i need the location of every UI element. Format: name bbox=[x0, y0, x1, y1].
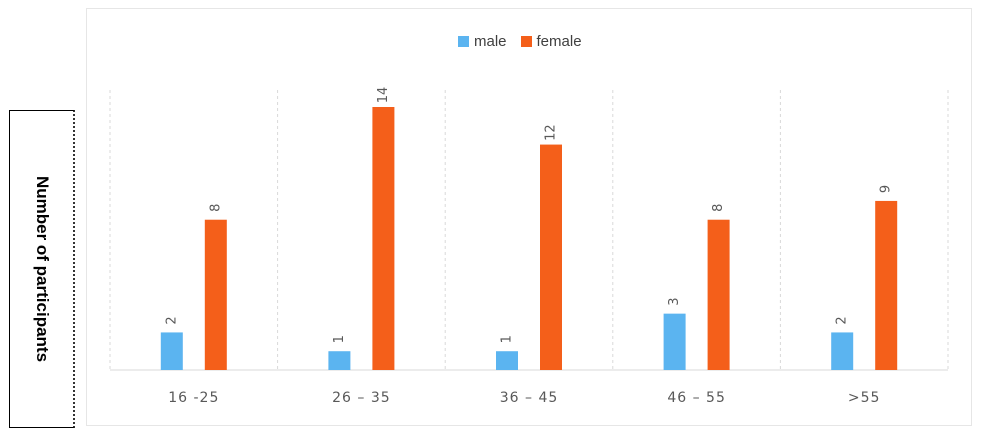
legend-swatch-female bbox=[520, 36, 532, 47]
x-tick-label: 36 – 45 bbox=[500, 390, 559, 406]
legend-swatch-male bbox=[458, 36, 469, 47]
data-label-female: 12 bbox=[544, 124, 559, 141]
data-label-female: 14 bbox=[376, 87, 391, 104]
x-tick-label: 46 – 55 bbox=[667, 390, 726, 406]
data-label-male: 2 bbox=[164, 316, 179, 324]
legend-label-female: female bbox=[536, 33, 582, 50]
bar-male bbox=[160, 332, 183, 370]
x-tick-label: 26 – 35 bbox=[332, 390, 391, 406]
data-label-male: 2 bbox=[835, 316, 850, 324]
bar-male bbox=[663, 313, 686, 370]
data-label-male: 3 bbox=[667, 298, 682, 306]
legend: male female bbox=[458, 33, 596, 50]
bar-female bbox=[875, 200, 898, 370]
legend-label-male: male bbox=[474, 33, 507, 50]
chart-frame bbox=[86, 8, 972, 426]
x-tick-label: >55 bbox=[848, 390, 881, 406]
data-label-male: 1 bbox=[332, 335, 347, 343]
data-label-female: 8 bbox=[711, 204, 726, 212]
bar-male bbox=[831, 332, 854, 370]
data-label-female: 9 bbox=[879, 185, 894, 193]
bar-female bbox=[372, 107, 395, 370]
bar-female bbox=[707, 219, 730, 370]
y-axis-label-box: Number of participants bbox=[9, 110, 75, 428]
x-tick-label: 16 -25 bbox=[168, 390, 219, 406]
legend-item-male: male bbox=[458, 33, 507, 50]
bar-female bbox=[540, 144, 562, 370]
data-label-male: 1 bbox=[500, 335, 515, 343]
bar-female bbox=[204, 219, 227, 370]
bar-male bbox=[328, 351, 351, 370]
data-label-female: 8 bbox=[208, 204, 223, 212]
legend-item-female: female bbox=[520, 33, 582, 50]
bar-male bbox=[496, 351, 518, 370]
